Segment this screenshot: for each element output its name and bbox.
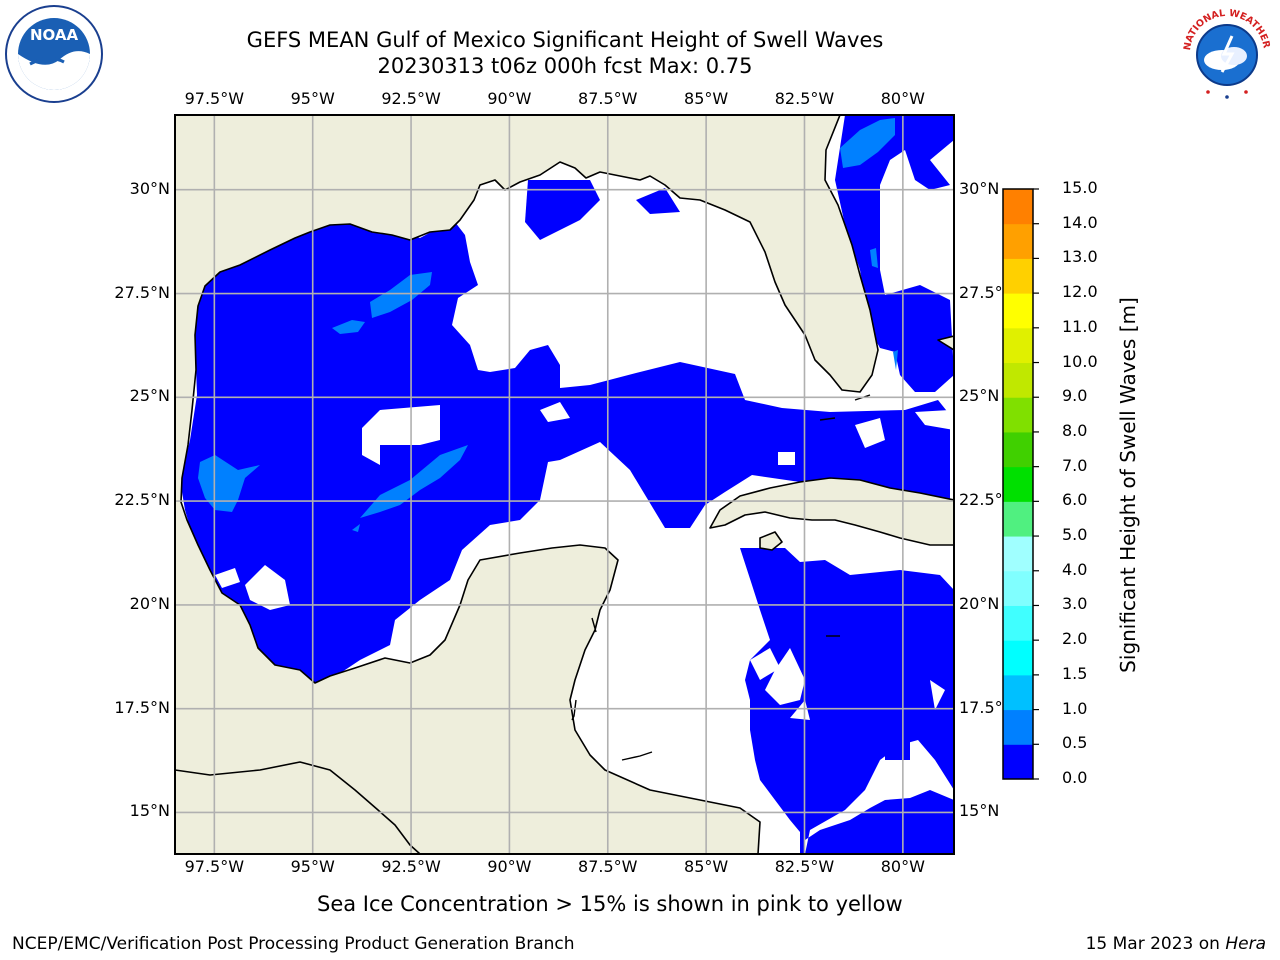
- lon-tick-label-top: 95°W: [290, 89, 335, 108]
- lat-tick-label-right: 15°N: [959, 803, 1000, 820]
- colorbar-segment: [1003, 536, 1033, 572]
- lat-tick-label-right: 25°N: [959, 388, 1000, 405]
- lat-tick-label-left: 15°N: [129, 801, 170, 821]
- noaa-logo: NOAA: [4, 4, 104, 104]
- colorbar-segment: [1003, 431, 1033, 468]
- colorbar-segment: [1003, 501, 1033, 537]
- colorbar-segment: [1003, 570, 1033, 606]
- colorbar-tick-label: 9.0: [1062, 386, 1088, 406]
- colorbar-tick-label: 15.0: [1062, 178, 1098, 197]
- lat-tick-label-right: 17.5°N: [959, 699, 1004, 716]
- lat-tick-label-right: 20°N: [959, 595, 1000, 612]
- lat-tick-label-left: 22.5°N: [114, 490, 170, 510]
- lon-tick-label-bottom: 87.5°W: [578, 857, 638, 876]
- lat-tick-label-left: 25°N: [129, 386, 170, 406]
- colorbar-tick-label: 4.0: [1062, 559, 1088, 579]
- lon-tick-label-bottom: 97.5°W: [184, 857, 245, 876]
- colorbar-tick-label: 0.5: [1062, 733, 1088, 753]
- colorbar-tick-label: 3.0: [1062, 594, 1088, 614]
- lon-tick-label-top: 80°W: [880, 89, 925, 108]
- land-masses: [175, 115, 954, 854]
- footer-date-text: 15 Mar 2023 on: [1085, 934, 1226, 954]
- colorbar-segment: [1003, 223, 1033, 259]
- lon-tick-label-bottom: 85°W: [684, 857, 729, 876]
- colorbar-tick-label: 1.5: [1062, 663, 1088, 683]
- colorbar-segment: [1003, 640, 1033, 676]
- colorbar-segment: [1003, 709, 1033, 745]
- colorbar-tick-label: 1.0: [1062, 698, 1088, 718]
- swell-field-0-0.5m: [180, 115, 954, 854]
- lon-tick-label-top: 92.5°W: [381, 89, 441, 108]
- lat-tick-label-left: 20°N: [129, 593, 170, 613]
- lon-tick-label-bottom: 90°W: [487, 857, 532, 876]
- colorbar-tick-label: 10.0: [1062, 351, 1098, 371]
- colorbar-tick-label: 7.0: [1062, 455, 1088, 475]
- swell-field-gaps: [215, 240, 954, 720]
- lon-tick-label-top: 90°W: [487, 89, 532, 108]
- lon-tick-label-bottom: 80°W: [880, 857, 925, 876]
- footer-host: Hera: [1225, 934, 1266, 954]
- colorbar-segment: [1003, 605, 1033, 641]
- lat-tick-label-left: 17.5°N: [114, 697, 170, 717]
- footer-credit: NCEP/EMC/Verification Post Processing Pr…: [12, 934, 575, 954]
- colorbar: [1002, 188, 1039, 780]
- lat-tick-label-left: 27.5°N: [114, 282, 170, 302]
- colorbar-tick-label: 14.0: [1062, 212, 1098, 232]
- colorbar-tick-label: 6.0: [1062, 490, 1088, 510]
- colorbar-segment: [1003, 293, 1033, 329]
- lon-tick-label-top: 85°W: [684, 89, 729, 108]
- lon-tick-label-bottom: 92.5°W: [381, 857, 441, 876]
- svg-text:NOAA: NOAA: [30, 26, 79, 44]
- footer-date: 15 Mar 2023 on Hera: [1086, 934, 1266, 954]
- chart-title: GEFS MEAN Gulf of Mexico Significant Hei…: [246, 28, 884, 52]
- colorbar-title: Significant Height of Swell Waves [m]: [1116, 297, 1140, 673]
- colorbar-segment: [1003, 258, 1033, 294]
- lat-tick-label-left: 30°N: [129, 178, 170, 198]
- lat-tick-label-right: 22.5°N: [959, 492, 1004, 509]
- colorbar-segment: [1003, 744, 1033, 780]
- colorbar-tick-label: 13.0: [1062, 247, 1098, 267]
- lon-tick-label-top: 97.5°W: [184, 89, 245, 108]
- map-frame: [174, 114, 955, 855]
- nws-logo: NATIONAL WEATHER SERVICE: [1172, 0, 1278, 104]
- colorbar-tick-label: 5.0: [1062, 525, 1088, 545]
- lat-tick-label-right: 30°N: [959, 180, 1000, 197]
- colorbar-segment: [1003, 189, 1033, 225]
- lon-tick-label-bottom: 95°W: [290, 857, 335, 876]
- colorbar-segment: [1003, 466, 1033, 502]
- colorbar-tick-label: 0.0: [1062, 768, 1088, 787]
- colorbar-segment: [1003, 362, 1033, 398]
- colorbar-segment: [1003, 674, 1033, 711]
- lon-tick-label-top: 82.5°W: [774, 89, 835, 108]
- map-gridlines: [175, 115, 954, 854]
- chart-subtitle: 20230313 t06z 000h fcst Max: 0.75: [377, 54, 753, 78]
- colorbar-segment: [1003, 327, 1033, 364]
- colorbar-segment: [1003, 397, 1033, 433]
- colorbar-tick-label: 11.0: [1062, 316, 1098, 336]
- lon-tick-label-bottom: 82.5°W: [774, 857, 835, 876]
- sea-ice-note: Sea Ice Concentration > 15% is shown in …: [317, 892, 903, 916]
- colorbar-tick-label: 12.0: [1062, 282, 1098, 302]
- colorbar-frame: [1002, 188, 1034, 780]
- lat-tick-label-right: 27.5°N: [959, 284, 1004, 301]
- colorbar-tick-label: 8.0: [1062, 420, 1088, 440]
- colorbar-tick-label: 2.0: [1062, 629, 1088, 649]
- lon-tick-label-top: 87.5°W: [578, 89, 638, 108]
